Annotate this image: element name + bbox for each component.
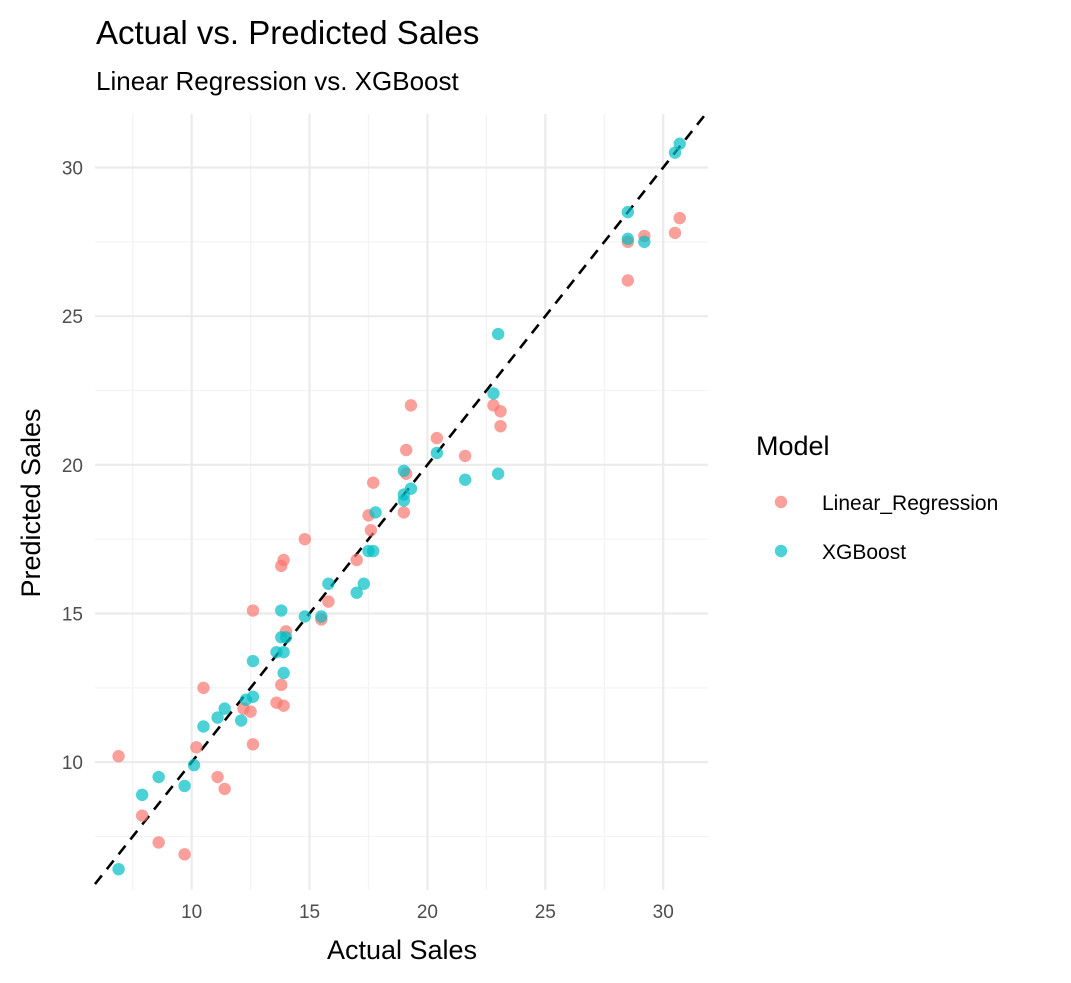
- chart-title: Actual vs. Predicted Sales: [96, 14, 479, 51]
- y-axis-ticks: 10 15 20 25 30: [62, 159, 83, 775]
- legend: Model Linear_Regression XGBoost: [756, 431, 998, 564]
- data-point-linear-regression: [277, 553, 290, 567]
- data-point-linear-regression: [275, 678, 288, 692]
- data-point-xgboost: [491, 327, 505, 341]
- data-point-xgboost: [638, 235, 651, 249]
- legend-swatch: [774, 544, 788, 558]
- data-point-xgboost: [369, 506, 382, 519]
- data-point-xgboost: [234, 714, 248, 727]
- data-point-xgboost: [112, 862, 125, 876]
- data-point-linear-regression: [400, 443, 413, 457]
- data-point-linear-regression: [112, 750, 125, 763]
- data-point-linear-regression: [277, 699, 290, 712]
- identity-reference-line: [93, 113, 707, 885]
- data-point-linear-regression: [397, 506, 411, 519]
- data-points: [112, 137, 686, 876]
- data-point-xgboost: [315, 610, 328, 623]
- data-point-xgboost: [673, 137, 686, 150]
- legend-item-linear-regression: Linear_Regression: [774, 492, 998, 515]
- data-point-linear-regression: [364, 524, 378, 537]
- data-point-linear-regression: [350, 553, 363, 567]
- x-tick-label: 20: [417, 902, 438, 923]
- data-point-xgboost: [458, 473, 472, 486]
- data-point-linear-regression: [246, 604, 260, 617]
- data-point-xgboost: [487, 387, 500, 400]
- data-point-linear-regression: [404, 399, 418, 412]
- data-point-xgboost: [621, 232, 635, 246]
- data-point-xgboost: [621, 205, 635, 219]
- legend-item-xgboost: XGBoost: [774, 541, 906, 564]
- data-point-xgboost: [350, 586, 363, 599]
- data-point-xgboost: [135, 788, 149, 802]
- data-point-xgboost: [152, 770, 165, 784]
- data-point-xgboost: [178, 779, 191, 793]
- data-point-xgboost: [246, 690, 260, 703]
- data-point-linear-regression: [246, 738, 260, 751]
- data-point-xgboost: [357, 577, 370, 590]
- data-point-xgboost: [430, 446, 444, 460]
- data-point-xgboost: [187, 758, 201, 772]
- y-tick-label: 25: [62, 307, 83, 328]
- identity-line: [93, 113, 707, 885]
- data-point-linear-regression: [322, 595, 335, 608]
- y-tick-label: 15: [62, 604, 83, 625]
- y-tick-label: 30: [62, 159, 83, 180]
- grid: [95, 114, 708, 890]
- legend-title: Model: [756, 431, 830, 461]
- x-axis-label: Actual Sales: [327, 935, 477, 965]
- data-point-linear-regression: [494, 405, 507, 418]
- data-point-linear-regression: [494, 419, 507, 433]
- y-axis-label: Predicted Sales: [16, 408, 46, 597]
- data-point-xgboost: [277, 645, 290, 659]
- data-point-linear-regression: [244, 705, 257, 718]
- data-point-xgboost: [322, 577, 335, 590]
- data-point-xgboost: [211, 711, 224, 724]
- data-point-linear-regression: [621, 274, 635, 287]
- data-point-linear-regression: [367, 476, 380, 489]
- data-point-linear-regression: [190, 741, 203, 754]
- x-axis-ticks: 10 15 20 25 30: [181, 902, 674, 923]
- data-point-xgboost: [218, 702, 231, 715]
- data-point-linear-regression: [668, 226, 682, 240]
- data-point-xgboost: [197, 720, 210, 733]
- legend-items: Linear_Regression XGBoost: [774, 492, 998, 564]
- data-point-linear-regression: [178, 848, 191, 861]
- legend-label: Linear_Regression: [822, 492, 998, 515]
- data-point-linear-regression: [197, 681, 210, 695]
- chart-subtitle: Linear Regression vs. XGBoost: [96, 66, 460, 96]
- data-point-linear-regression: [673, 211, 686, 225]
- data-point-linear-regression: [430, 431, 444, 445]
- data-point-linear-regression: [458, 449, 472, 463]
- data-point-xgboost: [279, 631, 293, 644]
- data-point-xgboost: [397, 464, 411, 477]
- data-point-xgboost: [404, 482, 418, 495]
- x-tick-label: 30: [653, 902, 674, 923]
- data-point-linear-regression: [152, 836, 165, 849]
- data-point-xgboost: [491, 467, 505, 480]
- x-tick-label: 15: [299, 902, 320, 923]
- legend-swatch: [774, 495, 788, 509]
- series-xgboost: [112, 137, 686, 876]
- y-tick-label: 20: [62, 456, 83, 477]
- data-point-linear-regression: [298, 532, 312, 546]
- data-point-linear-regression: [211, 770, 224, 784]
- data-point-xgboost: [246, 654, 260, 668]
- x-tick-label: 25: [535, 902, 556, 923]
- legend-label: XGBoost: [822, 541, 906, 564]
- data-point-xgboost: [275, 604, 288, 617]
- data-point-xgboost: [277, 666, 290, 680]
- series-linear-regression: [112, 211, 686, 861]
- x-tick-label: 10: [181, 902, 202, 923]
- data-point-linear-regression: [218, 782, 231, 796]
- y-tick-label: 10: [62, 753, 83, 774]
- data-point-xgboost: [298, 610, 312, 623]
- data-point-linear-regression: [135, 809, 149, 822]
- data-point-xgboost: [367, 544, 380, 558]
